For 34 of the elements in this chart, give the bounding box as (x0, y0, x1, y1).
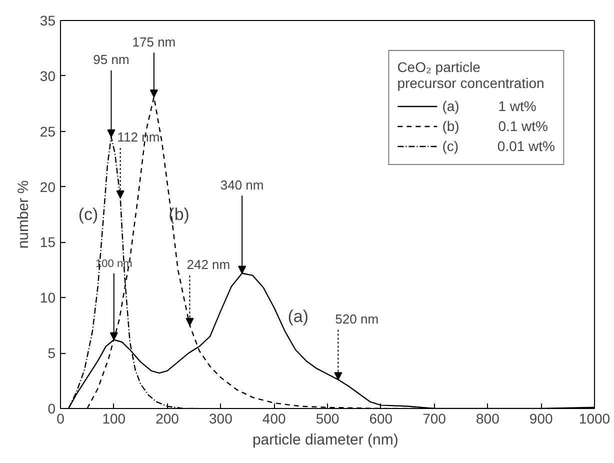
annotation: 340 nm (220, 177, 264, 192)
x-tick-label: 900 (529, 410, 553, 426)
y-tick-label: 10 (40, 290, 56, 306)
legend-label: (b) 0.1 wt% (442, 118, 548, 134)
y-tick-label: 0 (48, 400, 56, 416)
x-tick-label: 800 (476, 410, 500, 426)
annotation: 520 nm (335, 311, 379, 326)
y-tick-label: 5 (48, 345, 56, 362)
annotation: 175 nm (132, 34, 176, 50)
x-tick-label: 300 (209, 410, 233, 426)
x-tick-label: 500 (316, 410, 340, 426)
annotation: (b) (168, 205, 190, 224)
legend-label: (c) 0.01 wt% (442, 138, 555, 154)
x-tick-label: 400 (262, 410, 286, 426)
annotation: (a) (288, 306, 309, 326)
x-tick-label: 100 (102, 410, 126, 426)
x-tick-label: 200 (156, 410, 180, 426)
y-tick-label: 25 (40, 123, 56, 140)
annotation: 100 nm (96, 258, 132, 270)
y-tick-label: 20 (40, 178, 56, 195)
x-tick-label: 700 (422, 410, 446, 426)
annotation: 95 nm (93, 52, 130, 68)
x-axis-title: particle diameter (nm) (252, 432, 398, 448)
x-tick-label: 1000 (578, 410, 610, 426)
annotation: 242 nm (186, 257, 230, 272)
legend-label: (a) 1 wt% (442, 98, 536, 114)
y-tick-label: 35 (40, 12, 56, 28)
legend-title: CeO₂ particle precursor concentration (397, 59, 546, 91)
annotation: 112 nm (117, 130, 160, 145)
annotation: (c) (78, 205, 98, 224)
x-tick-label: 600 (369, 410, 393, 426)
y-tick-label: 30 (40, 68, 56, 84)
y-axis-title: number % (14, 180, 32, 249)
y-tick-label: 15 (40, 234, 56, 250)
